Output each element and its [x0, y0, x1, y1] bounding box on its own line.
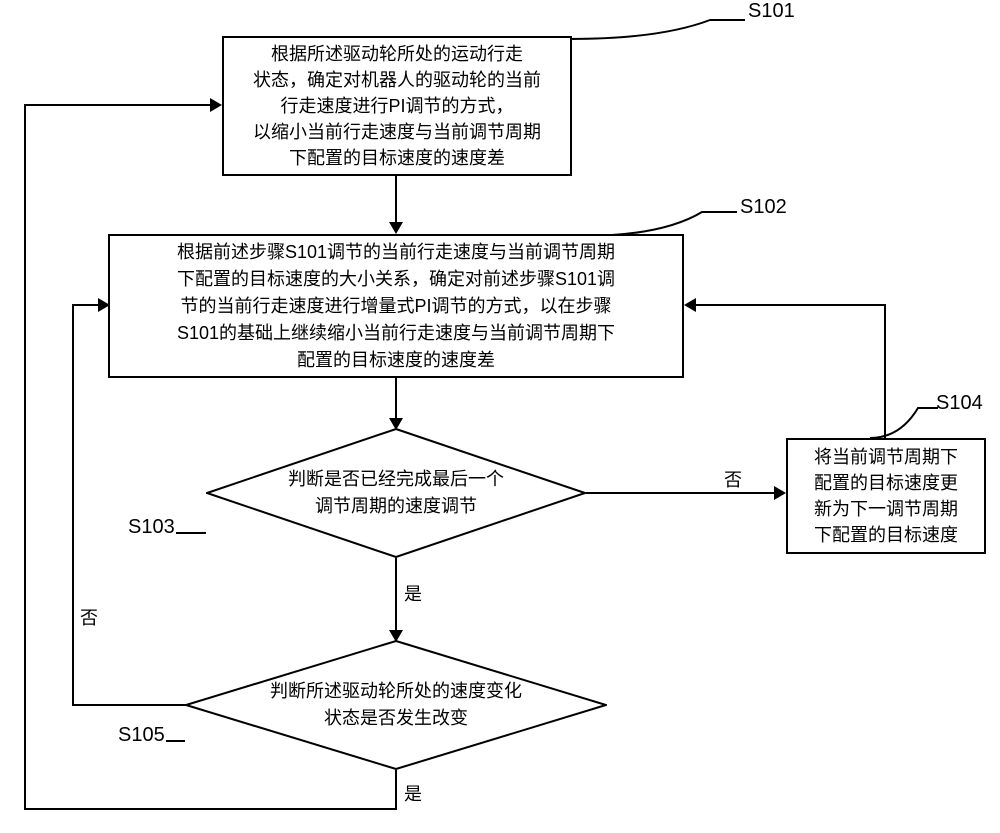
edge-s101-s102	[395, 176, 397, 224]
edge-s103-s104-h	[586, 492, 776, 494]
arrowhead-s104-s102	[684, 298, 696, 312]
edge-s105-left-v	[72, 304, 74, 706]
edge-s102-s103	[395, 378, 397, 420]
edge-label-s105-no: 否	[80, 604, 98, 630]
edge-s105-top-h	[24, 104, 212, 106]
process-s102-text: 根据前述步骤S101调节的当前行走速度与当前调节周期 下配置的目标速度的大小关系…	[177, 239, 615, 374]
arrowhead-s103-s105	[389, 630, 403, 642]
step-label-s101: S101	[748, 0, 795, 23]
edge-label-s103-yes: 是	[404, 580, 422, 606]
decision-s105: 判断所述驱动轮所处的速度变化 状态是否发生改变	[185, 640, 607, 770]
edge-s104-left	[694, 304, 886, 306]
process-s101-text: 根据所述驱动轮所处的运动行走 状态，确定对机器人的驱动轮的当前 行走速度进行PI…	[253, 41, 541, 171]
callout-s101	[570, 12, 750, 46]
edge-s105-left-h	[72, 704, 187, 706]
callout-s104	[870, 398, 942, 442]
edge-s105-bigup	[24, 104, 26, 810]
arrowhead-s101-s102	[389, 222, 403, 234]
process-s102: 根据前述步骤S101调节的当前行走速度与当前调节周期 下配置的目标速度的大小关系…	[108, 234, 684, 378]
edge-s105-down	[395, 770, 397, 810]
process-s101: 根据所述驱动轮所处的运动行走 状态，确定对机器人的驱动轮的当前 行走速度进行PI…	[222, 36, 572, 176]
decision-s103: 判断是否已经完成最后一个 调节周期的速度调节	[206, 428, 586, 558]
edge-label-s105-yes: 是	[404, 780, 422, 806]
edge-s105-bottom-h	[24, 808, 397, 810]
edge-label-s103-no: 否	[724, 466, 742, 492]
flowchart-canvas: S101 S102 S103 S104 S105 根据所述驱动轮所处的运动行走 …	[0, 0, 1000, 833]
process-s104: 将当前调节周期下 配置的目标速度更 新为下一调节周期 下配置的目标速度	[786, 438, 986, 554]
process-s104-text: 将当前调节周期下 配置的目标速度更 新为下一调节周期 下配置的目标速度	[814, 444, 958, 548]
decision-s105-text: 判断所述驱动轮所处的速度变化 状态是否发生改变	[270, 678, 522, 732]
arrowhead-s105-s102	[98, 298, 110, 312]
step-label-s102: S102	[740, 196, 787, 219]
step-label-s105: S105	[118, 724, 165, 747]
decision-s103-text: 判断是否已经完成最后一个 调节周期的速度调节	[288, 466, 504, 520]
step-label-s104: S104	[936, 392, 983, 415]
arrowhead-s105-s101	[210, 98, 222, 112]
step-label-s103: S103	[128, 516, 175, 539]
edge-s105-left-top	[72, 304, 100, 306]
edge-s103-s105	[395, 558, 397, 632]
arrowhead-s103-s104	[774, 486, 786, 500]
arrowhead-s102-s103	[389, 418, 403, 430]
edge-s104-up	[884, 304, 886, 438]
